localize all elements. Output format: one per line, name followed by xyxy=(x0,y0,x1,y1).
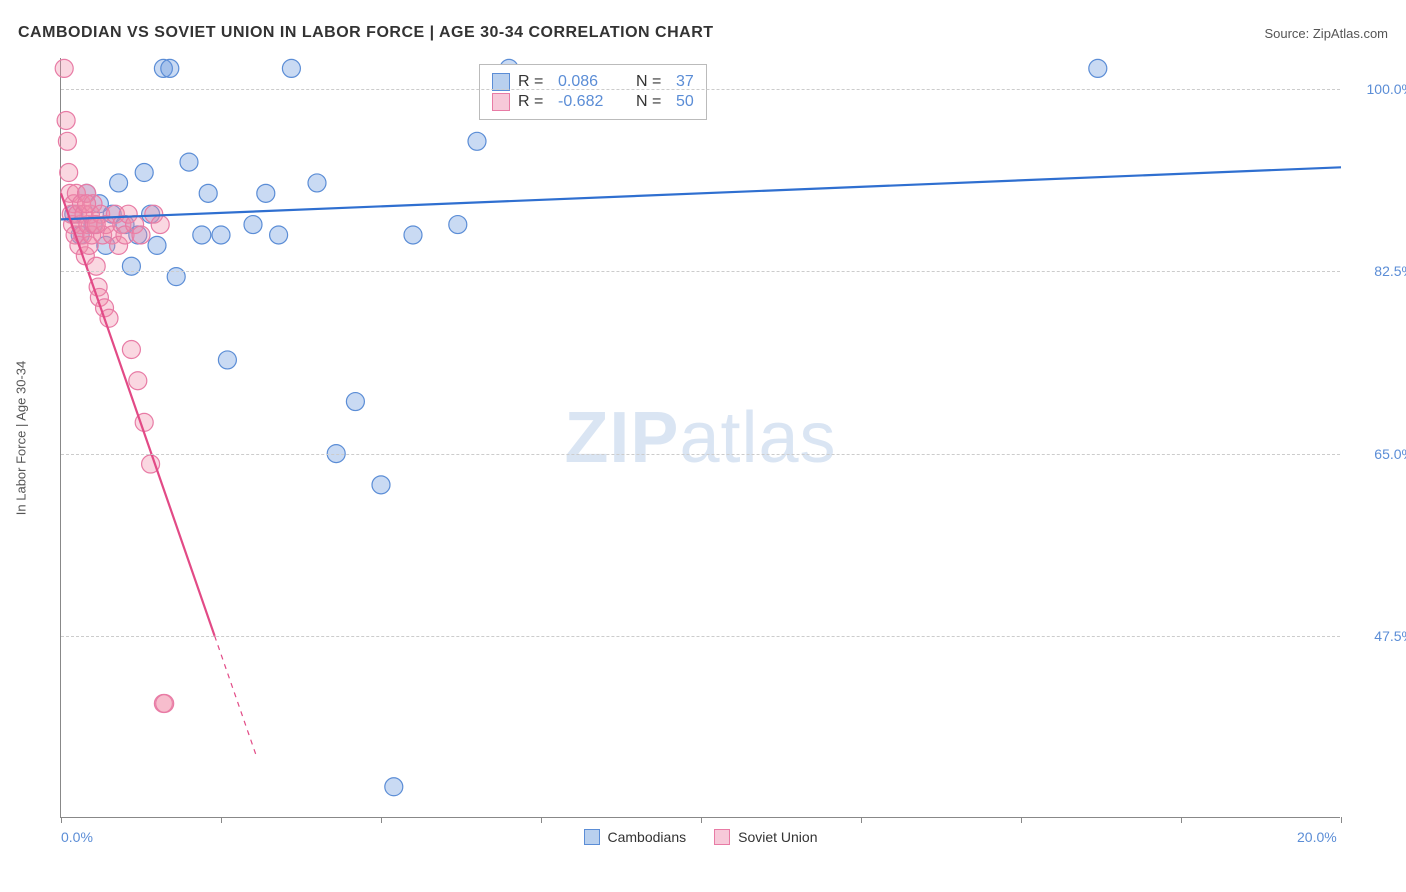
scatter-point xyxy=(1089,59,1107,77)
correlation-legend: R =0.086N =37R =-0.682N =50 xyxy=(479,64,707,120)
scatter-point xyxy=(372,476,390,494)
correlation-legend-row: R = -0.682 N = 50 xyxy=(492,93,694,111)
x-tick-label: 20.0% xyxy=(1297,829,1337,845)
scatter-point xyxy=(122,257,140,275)
y-axis-label: In Labor Force | Age 30-34 xyxy=(14,360,29,514)
x-tick xyxy=(1021,817,1022,823)
x-tick xyxy=(61,817,62,823)
title-bar: CAMBODIAN VS SOVIET UNION IN LABOR FORCE… xyxy=(18,24,1388,42)
scatter-point xyxy=(156,694,174,712)
series-legend: Cambodians Soviet Union xyxy=(584,829,818,845)
scatter-point xyxy=(270,226,288,244)
scatter-point xyxy=(135,164,153,182)
legend-swatch xyxy=(714,829,730,845)
y-tick-label: 65.0% xyxy=(1374,446,1406,462)
legend-swatch xyxy=(492,93,510,111)
gridline xyxy=(61,271,1340,272)
scatter-point xyxy=(58,132,76,150)
x-tick xyxy=(221,817,222,823)
legend-swatch xyxy=(584,829,600,845)
x-tick xyxy=(541,817,542,823)
legend-r-value: -0.682 xyxy=(558,93,628,111)
x-tick xyxy=(861,817,862,823)
scatter-point xyxy=(212,226,230,244)
series-legend-label: Cambodians xyxy=(608,829,687,845)
x-tick-label: 0.0% xyxy=(61,829,93,845)
legend-n-value: 50 xyxy=(676,93,694,111)
chart-container: CAMBODIAN VS SOVIET UNION IN LABOR FORCE… xyxy=(0,0,1406,892)
scatter-point xyxy=(122,341,140,359)
scatter-point xyxy=(151,216,169,234)
y-tick-label: 82.5% xyxy=(1374,263,1406,279)
scatter-point xyxy=(468,132,486,150)
scatter-point xyxy=(308,174,326,192)
gridline xyxy=(61,454,1340,455)
gridline xyxy=(61,89,1340,90)
scatter-point xyxy=(180,153,198,171)
scatter-point xyxy=(60,164,78,182)
scatter-point xyxy=(199,184,217,202)
scatter-point xyxy=(148,236,166,254)
y-tick-label: 47.5% xyxy=(1374,628,1406,644)
x-tick xyxy=(1341,817,1342,823)
scatter-point xyxy=(257,184,275,202)
series-legend-label: Soviet Union xyxy=(738,829,817,845)
x-tick xyxy=(1181,817,1182,823)
scatter-point xyxy=(78,195,96,213)
y-tick-label: 100.0% xyxy=(1367,81,1406,97)
chart-svg xyxy=(61,58,1340,817)
scatter-point xyxy=(346,393,364,411)
scatter-point xyxy=(167,268,185,286)
regression-line-extrapolated xyxy=(215,636,257,756)
scatter-point xyxy=(449,216,467,234)
chart-title: CAMBODIAN VS SOVIET UNION IN LABOR FORCE… xyxy=(18,24,714,42)
legend-n-label: N = xyxy=(636,93,668,111)
series-legend-item: Soviet Union xyxy=(714,829,817,845)
scatter-point xyxy=(193,226,211,244)
scatter-point xyxy=(129,372,147,390)
x-tick xyxy=(381,817,382,823)
scatter-point xyxy=(282,59,300,77)
scatter-point xyxy=(57,111,75,129)
legend-r-label: R = xyxy=(518,93,550,111)
regression-line xyxy=(61,167,1341,219)
scatter-point xyxy=(132,226,150,244)
series-legend-item: Cambodians xyxy=(584,829,687,845)
scatter-point xyxy=(404,226,422,244)
plot-area: In Labor Force | Age 30-34 ZIPatlas R =0… xyxy=(60,58,1340,818)
scatter-point xyxy=(385,778,403,796)
scatter-point xyxy=(110,174,128,192)
x-tick xyxy=(701,817,702,823)
scatter-point xyxy=(161,59,179,77)
scatter-point xyxy=(87,257,105,275)
scatter-point xyxy=(55,59,73,77)
scatter-point xyxy=(244,216,262,234)
scatter-point xyxy=(218,351,236,369)
gridline xyxy=(61,636,1340,637)
source-label: Source: ZipAtlas.com xyxy=(1264,26,1388,41)
